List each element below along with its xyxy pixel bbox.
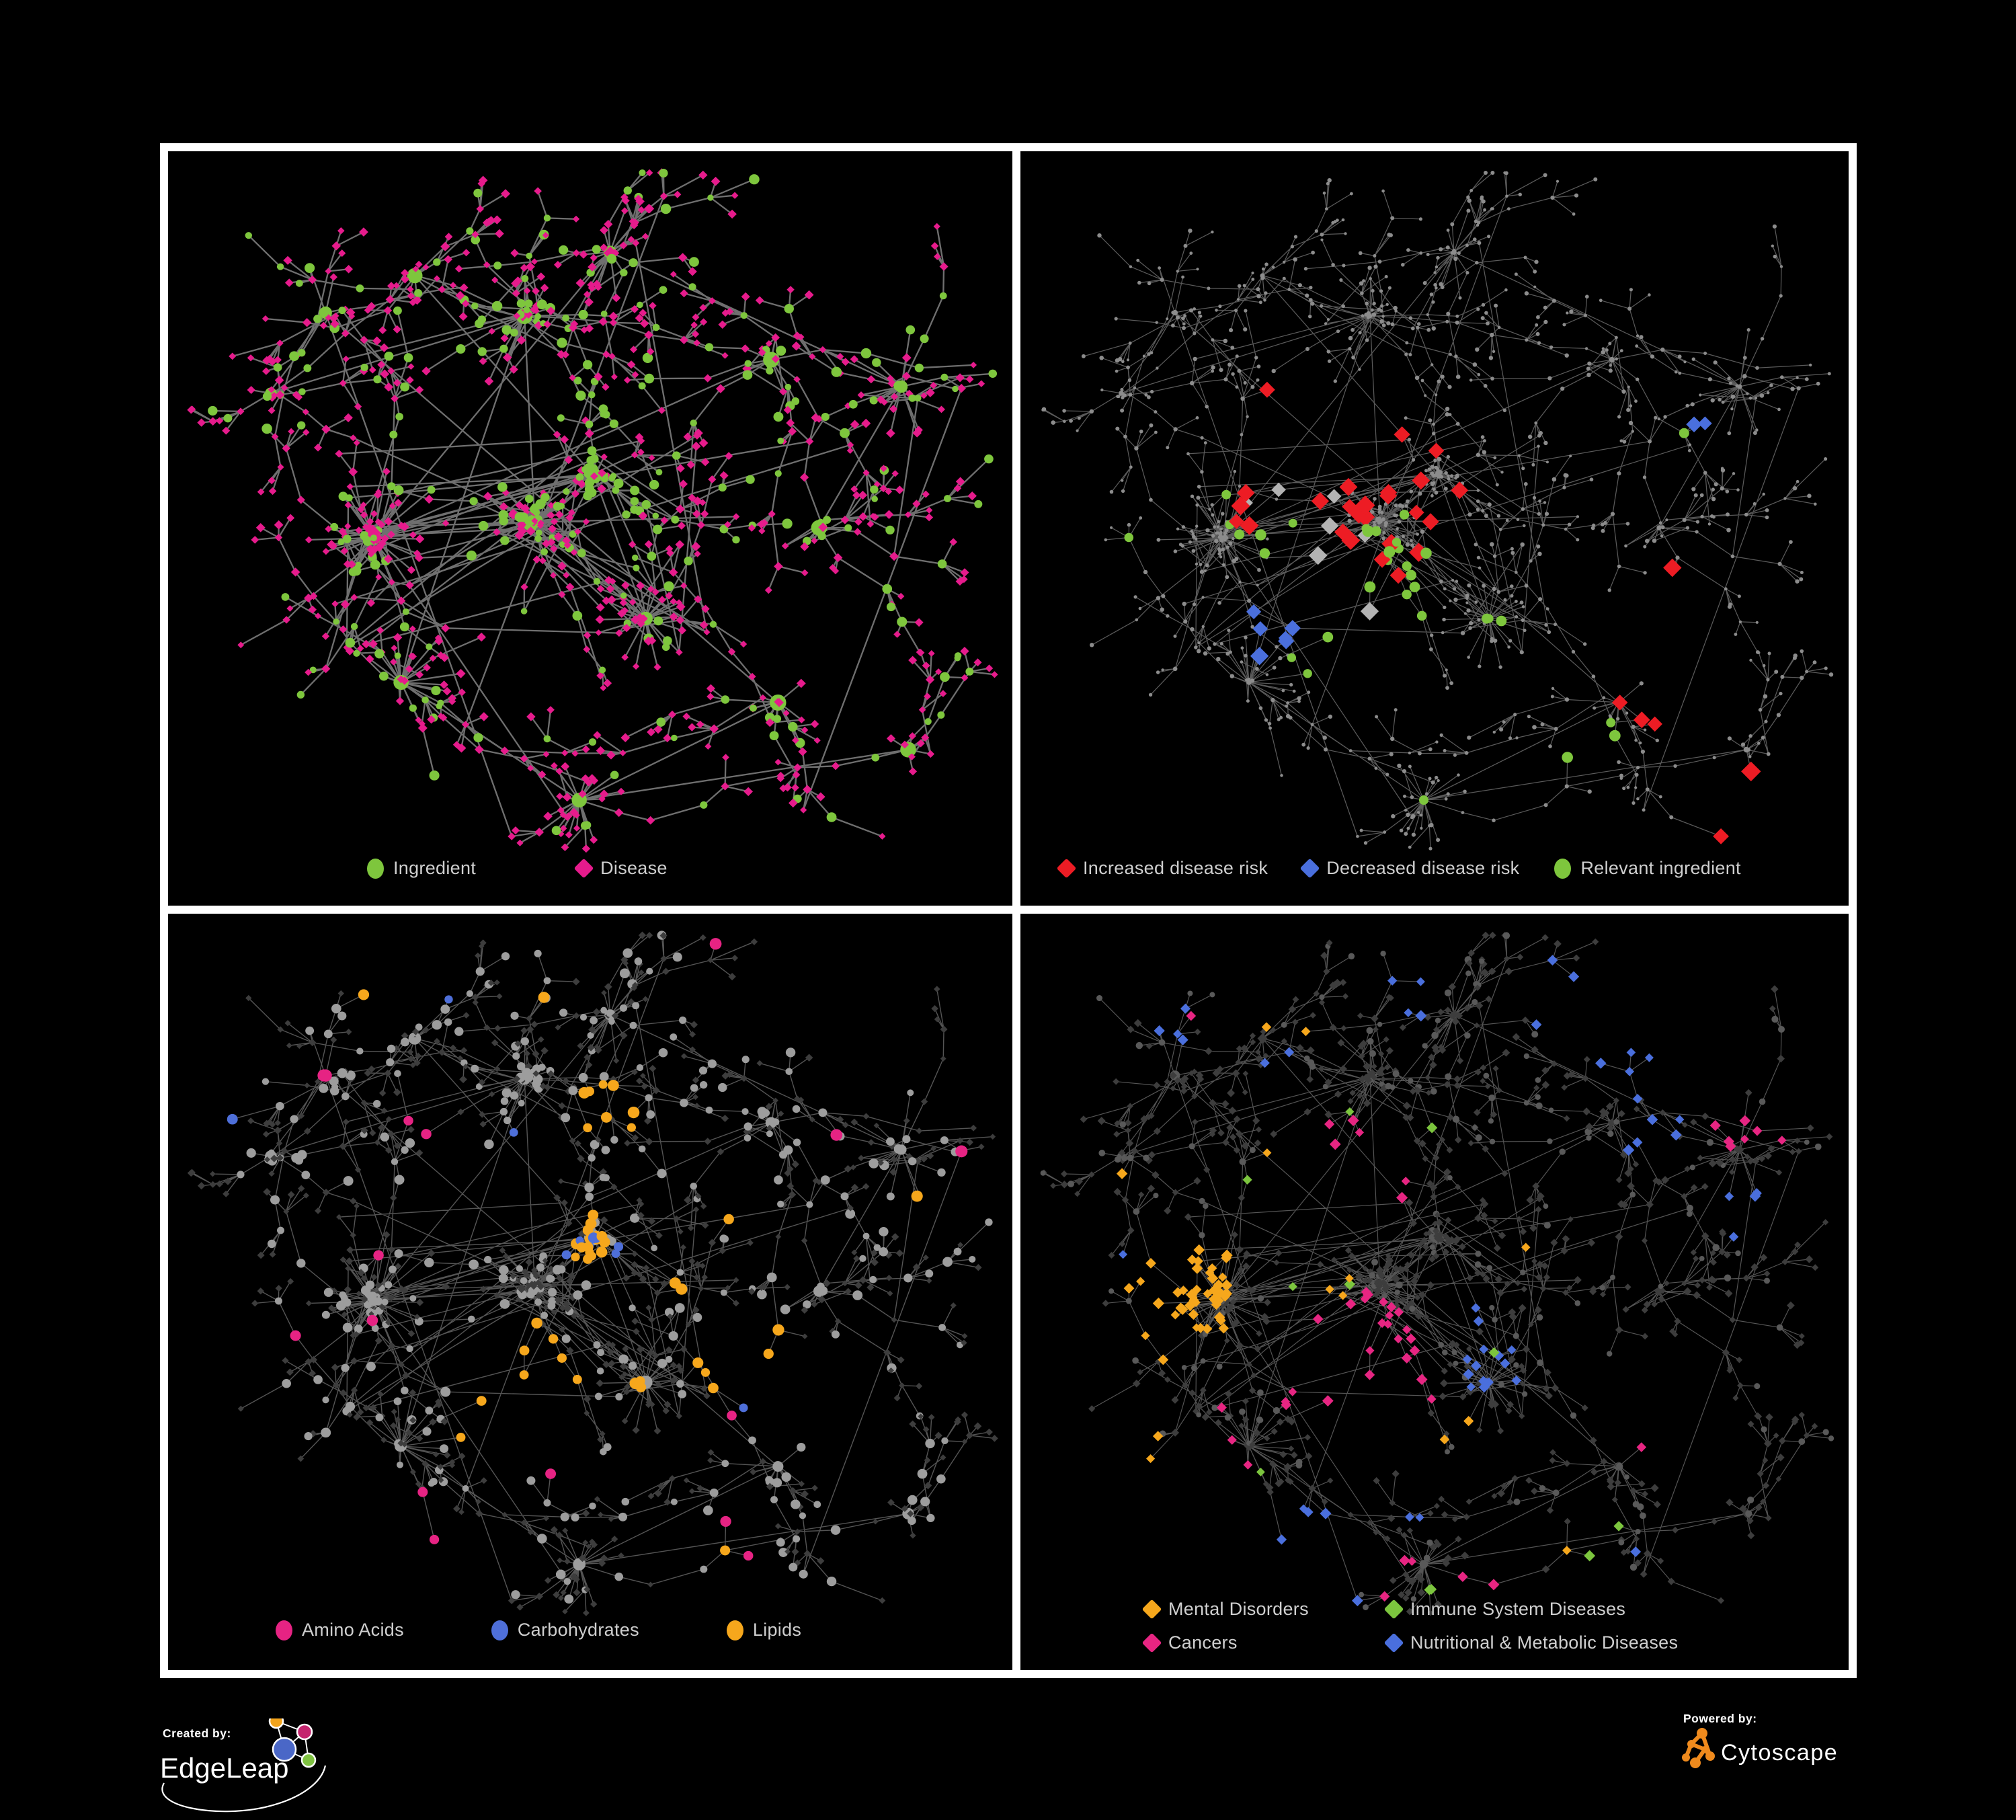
cytoscape-network-icon [1682, 1728, 1715, 1768]
disease-diamond-icon [573, 858, 594, 879]
legend-label: Immune System Diseases [1410, 1598, 1626, 1619]
legend-item: Immune System Diseases [1383, 1597, 1849, 1620]
legend-item: Carbohydrates [491, 1620, 639, 1640]
panel-nutrient-classes: Amino Acids Carbohydrates Lipids [168, 914, 1012, 1670]
legend-disease-risk: Increased disease risk Decreased disease… [1020, 858, 1849, 879]
decreased-risk-diamond-icon [1299, 858, 1320, 879]
legend-label: Ingredient [393, 858, 477, 878]
legend-item: Lipids [726, 1620, 802, 1640]
legend-label: Carbohydrates [517, 1620, 639, 1640]
legend-item: Amino Acids [276, 1620, 404, 1640]
edgeleap-swoosh [161, 1765, 327, 1813]
legend-item: Increased disease risk [1056, 858, 1268, 879]
cancers-diamond-icon [1141, 1632, 1162, 1653]
legend-item: Nutritional & Metabolic Diseases [1383, 1631, 1849, 1654]
immune-system-diamond-icon [1383, 1599, 1404, 1619]
cytoscape-logo: Powered by: Cytoscape [1682, 1712, 1838, 1768]
legend-label: Mental Disorders [1168, 1598, 1309, 1619]
mental-disorders-diamond-icon [1141, 1599, 1162, 1619]
legend-label: Amino Acids [302, 1620, 404, 1640]
network-graph-ingredient-disease [187, 168, 998, 853]
legend-label: Disease [600, 858, 668, 878]
powered-by-label: Powered by: [1683, 1712, 1757, 1725]
legend-label: Increased disease risk [1083, 858, 1268, 878]
legend-label: Decreased disease risk [1326, 858, 1520, 878]
legend-label: Nutritional & Metabolic Diseases [1410, 1632, 1679, 1653]
carbohydrates-circle-icon [491, 1620, 508, 1640]
legend-item: Cancers [1141, 1631, 1387, 1654]
legend-item: Disease [573, 858, 668, 879]
legend-item: Ingredient [367, 858, 476, 879]
edgeleap-logo: Created by: EdgeLeap [160, 1718, 327, 1813]
created-by-label: Created by: [163, 1727, 231, 1740]
edgeleap-network-icon [268, 1718, 317, 1768]
amino-acids-circle-icon [276, 1620, 292, 1640]
legend-nutrient-classes: Amino Acids Carbohydrates Lipids [168, 1620, 1012, 1640]
legend-disease-categories: Mental Disorders Immune System Diseases … [1020, 1597, 1849, 1654]
panel-disease-categories: Mental Disorders Immune System Diseases … [1020, 914, 1849, 1670]
legend-label: Relevant ingredient [1580, 858, 1741, 878]
panel-disease-risk: Increased disease risk Decreased disease… [1020, 151, 1849, 906]
network-graph-nutrient-classes [187, 931, 998, 1616]
network-graph-disease-categories [1040, 931, 1834, 1616]
legend-label: Cancers [1168, 1632, 1238, 1653]
increased-risk-diamond-icon [1056, 858, 1077, 879]
legend-item: Decreased disease risk [1299, 858, 1520, 879]
legend-ingredient-disease: Ingredient Disease [168, 858, 1012, 879]
cytoscape-wordmark: Cytoscape [1721, 1740, 1838, 1766]
panel-ingredient-disease: Ingredient Disease [168, 151, 1012, 906]
network-graph-disease-risk [1041, 171, 1834, 850]
relevant-ingredient-circle-icon [1554, 858, 1572, 879]
legend-item: Mental Disorders [1141, 1597, 1387, 1620]
legend-item: Relevant ingredient [1554, 858, 1741, 879]
nutritional-metabolic-diamond-icon [1383, 1632, 1404, 1653]
figure-frame: Ingredient Disease Increased disease ris… [160, 143, 1857, 1678]
lipids-circle-icon [726, 1620, 743, 1640]
ingredient-circle-icon [367, 858, 384, 879]
edgeleap-wordmark: EdgeLeap [160, 1752, 289, 1784]
legend-label: Lipids [752, 1620, 802, 1640]
